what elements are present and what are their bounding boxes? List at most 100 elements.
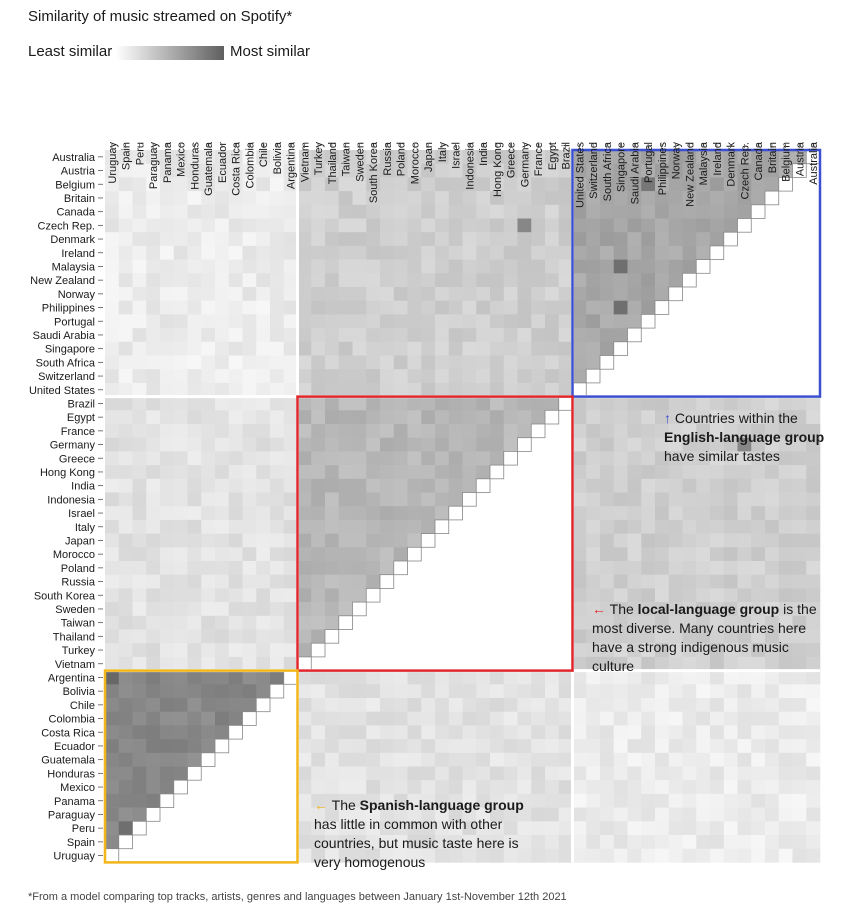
chart-title: Similarity of music streamed on Spotify* [28, 8, 293, 25]
heat-cell [696, 670, 711, 685]
heat-cell [435, 506, 450, 521]
heat-cell [448, 328, 463, 343]
heat-cell [215, 725, 230, 740]
heat-cell [228, 232, 243, 247]
heat-cell [132, 204, 147, 219]
heat-cell [517, 341, 532, 356]
heat-cell [242, 574, 257, 589]
heat-cell [641, 766, 656, 781]
heat-cell [710, 643, 725, 658]
heat-cell [778, 629, 793, 644]
heat-cell [338, 245, 353, 260]
heat-cell [215, 615, 230, 630]
heat-cell [435, 410, 450, 425]
heat-cell [146, 752, 161, 767]
heat-cell [682, 835, 697, 849]
heat-cell [586, 821, 601, 836]
heat-cell [297, 643, 312, 658]
heat-cell [393, 410, 408, 425]
heat-cell [393, 424, 408, 438]
heat-cell [517, 218, 532, 233]
heat-cell [256, 410, 271, 425]
heat-cell [118, 533, 133, 548]
heat-cell [256, 506, 271, 521]
heat-cell [572, 698, 587, 712]
heat-cell [146, 232, 161, 247]
heat-cell [586, 602, 601, 617]
heat-cell [531, 300, 546, 315]
heat-cell [627, 643, 642, 658]
heat-cell [641, 410, 656, 425]
heat-cell [173, 410, 188, 425]
heat-cell [380, 355, 395, 370]
heat-cell [393, 506, 408, 521]
heat-cell [311, 835, 326, 849]
heat-cell [173, 561, 188, 575]
column-label: Honduras [189, 142, 201, 190]
heat-cell [118, 821, 133, 836]
heat-cell [572, 725, 587, 740]
heat-cell [256, 300, 271, 315]
heat-cell [476, 780, 491, 795]
heat-cell [393, 766, 408, 781]
heat-cell [435, 739, 450, 754]
heat-cell [228, 396, 243, 411]
heat-cell [352, 547, 367, 562]
heat-cell [806, 602, 821, 617]
heat-cell [490, 163, 505, 178]
heat-cell [668, 259, 683, 274]
heat-cell [270, 519, 285, 534]
heat-cell [600, 725, 615, 740]
heat-cell [572, 821, 587, 836]
heat-cell [710, 835, 725, 849]
diagonal-cell [118, 834, 133, 850]
heat-cell [256, 478, 271, 493]
heat-cell [517, 766, 532, 781]
heat-cell [723, 684, 738, 699]
heat-cell [462, 698, 477, 712]
heat-cell [655, 218, 670, 233]
heat-cell [778, 643, 793, 658]
heat-cell [146, 780, 161, 795]
heat-cell [132, 615, 147, 630]
heat-cell [751, 519, 766, 534]
heat-cell [710, 684, 725, 699]
heat-cell [613, 848, 628, 863]
column-label: Norway [671, 142, 683, 180]
heat-cell [613, 150, 628, 164]
heat-cell [641, 451, 656, 466]
heat-cell [132, 396, 147, 411]
heat-cell [655, 561, 670, 575]
heat-cell [311, 355, 326, 370]
heat-cell [105, 273, 120, 288]
diagonal-cell [764, 190, 780, 206]
heat-cell [655, 273, 670, 288]
heat-cell [503, 396, 518, 411]
heat-cell [627, 451, 642, 466]
row-label: Guatemala [41, 755, 96, 767]
heat-cell [517, 177, 532, 192]
heat-cell [311, 561, 326, 575]
heat-cell [325, 739, 340, 754]
heat-cell [311, 382, 326, 397]
heat-cell [407, 273, 422, 288]
heat-cell [228, 259, 243, 274]
heat-cell [297, 807, 312, 822]
heat-cell [710, 561, 725, 575]
heat-cell [393, 670, 408, 685]
heat-cell [270, 451, 285, 466]
heat-cell [462, 273, 477, 288]
heat-cell [462, 424, 477, 438]
row-label: Italy [75, 522, 96, 534]
heat-cell [105, 506, 120, 521]
heat-cell [737, 615, 752, 630]
heat-cell [600, 793, 615, 808]
heat-cell [668, 533, 683, 548]
heat-cell [338, 492, 353, 507]
heat-cell [600, 780, 615, 795]
heat-cell [517, 163, 532, 178]
heat-cell [215, 191, 230, 206]
heat-cell [503, 766, 518, 781]
heat-cell [146, 191, 161, 206]
heat-cell [173, 752, 188, 767]
